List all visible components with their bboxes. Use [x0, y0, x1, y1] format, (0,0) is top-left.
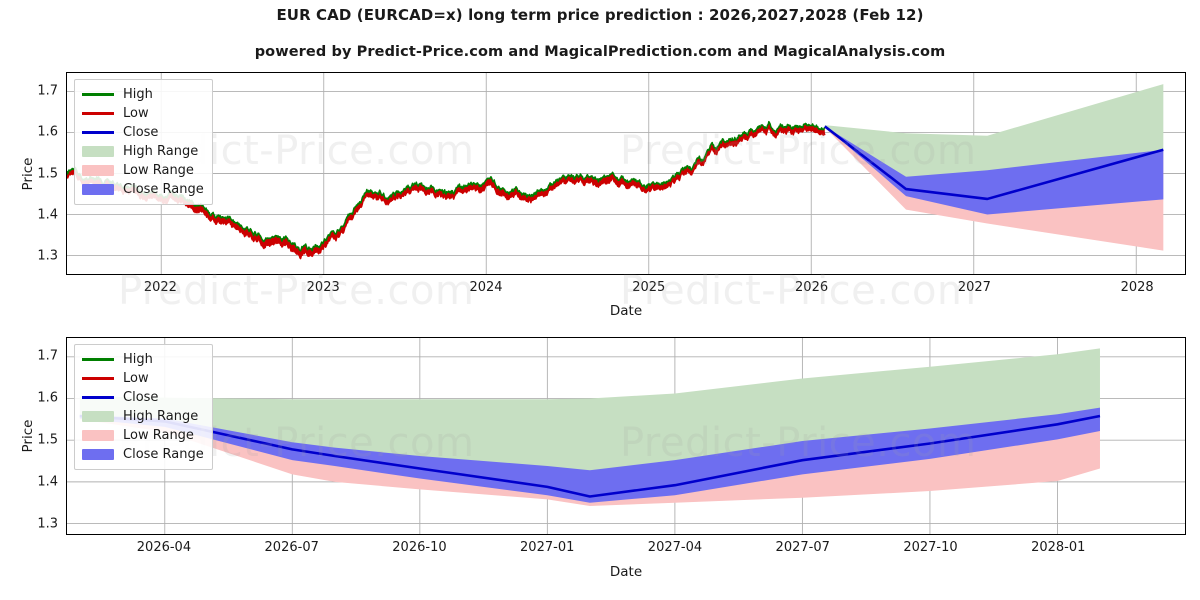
chart-bottom-y-axis-title: Price: [20, 419, 36, 453]
y-tick-label: 1.6: [37, 390, 58, 406]
y-tick-label: 1.6: [37, 124, 58, 140]
chart-top-legend-item: Low: [82, 104, 204, 123]
x-tick-label: 2028-01: [1031, 540, 1086, 555]
legend-item-label: Low: [123, 371, 149, 386]
legend-swatch-icon: [82, 430, 114, 441]
low-range-band: [79, 417, 1100, 507]
x-tick-label: 2025: [632, 280, 666, 295]
chart-bottom-x-ticks: 2026-04 2026-07 2026-10 2027-01 2027-04 2027-…: [66, 540, 1186, 562]
x-tick-label: 2027: [957, 280, 991, 295]
chart-bottom-legend-item: Close Range: [82, 445, 204, 464]
chart-bottom-legend-item: Low: [82, 369, 204, 388]
chart-top-canvas: [67, 73, 1185, 274]
y-tick-label: 1.7: [37, 83, 58, 99]
chart-top-legend-item: Close: [82, 123, 204, 142]
chart-bottom-legend-item: High Range: [82, 407, 204, 426]
legend-item-label: Low: [123, 106, 149, 121]
chart-top-y-ticks: 1.3 1.4 1.5 1.6 1.7: [4, 72, 58, 275]
chart-bottom-y-ticks: 1.3 1.4 1.5 1.6 1.7: [4, 337, 58, 535]
legend-swatch-icon: [82, 146, 114, 157]
history-ohlc-body: [67, 121, 825, 259]
legend-swatch-icon: [82, 88, 114, 101]
y-tick-label: 1.3: [37, 516, 58, 532]
x-tick-label: 2022: [143, 280, 177, 295]
y-tick-label: 1.4: [37, 207, 58, 223]
chart-bottom-legend-item: High: [82, 350, 204, 369]
x-tick-label: 2027-10: [903, 540, 958, 555]
y-tick-label: 1.7: [37, 348, 58, 364]
legend-item-label: Close Range: [123, 447, 204, 462]
x-tick-label: 2024: [469, 280, 503, 295]
legend-item-label: High: [123, 352, 153, 367]
legend-item-label: Low Range: [123, 163, 194, 178]
legend-swatch-icon: [82, 411, 114, 422]
chart-top-legend-item: High: [82, 85, 204, 104]
x-tick-label: 2026: [795, 280, 829, 295]
chart-top-legend-item: Close Range: [82, 180, 204, 199]
x-tick-label: 2023: [306, 280, 340, 295]
y-tick-label: 1.4: [37, 474, 58, 490]
chart-bottom-legend-item: Close: [82, 388, 204, 407]
forecast-close-range-band: [824, 126, 1164, 215]
legend-item-label: Close Range: [123, 182, 204, 197]
legend-swatch-icon: [82, 107, 114, 120]
forecast-low-range-band: [824, 126, 1164, 251]
legend-item-label: Close: [123, 390, 159, 405]
y-tick-label: 1.3: [37, 248, 58, 264]
chart-bottom-canvas: [67, 338, 1185, 534]
x-tick-label: 2027-01: [520, 540, 575, 555]
chart-top-plot-area: [66, 72, 1186, 275]
y-tick-label: 1.5: [37, 166, 58, 181]
legend-swatch-icon: [82, 126, 114, 139]
x-tick-label: 2026-07: [264, 540, 319, 555]
chart-bottom-legend-item: Low Range: [82, 426, 204, 445]
chart-bottom-plot-area: [66, 337, 1186, 535]
x-tick-label: 2026-10: [392, 540, 447, 555]
legend-item-label: High Range: [123, 144, 199, 159]
chart-top-legend: High Low Close High Range Low Range Close Ran…: [74, 79, 213, 205]
legend-item-label: Close: [123, 125, 159, 140]
history-low-line: [67, 126, 826, 260]
page-title: EUR CAD (EURCAD=x) long term price predi…: [276, 6, 924, 24]
legend-swatch-icon: [82, 372, 114, 385]
page-subtitle: powered by Predict-Price.com and Magical…: [254, 44, 946, 60]
legend-swatch-icon: [82, 391, 114, 404]
legend-swatch-icon: [82, 184, 114, 195]
chart-bottom-legend: High Low Close High Range Low Range Close Ran…: [74, 344, 213, 470]
chart-top-x-ticks: 2022 2023 2024 2025 2026 2027 2028: [66, 280, 1186, 302]
chart-top-legend-item: Low Range: [82, 161, 204, 180]
legend-swatch-icon: [82, 449, 114, 460]
close-range-band: [79, 407, 1100, 503]
chart-top-y-axis-title: Price: [20, 157, 36, 191]
chart-top-x-axis-title: Date: [609, 303, 643, 319]
x-tick-label: 2027-04: [647, 540, 703, 555]
legend-swatch-icon: [82, 165, 114, 176]
chart-bottom-x-axis-title: Date: [609, 564, 643, 580]
close-line: [79, 414, 1101, 498]
x-tick-label: 2026-04: [136, 540, 192, 555]
chart-top-legend-item: High Range: [82, 142, 204, 161]
high-range-band: [79, 348, 1100, 497]
legend-item-label: High: [123, 87, 153, 102]
legend-item-label: High Range: [123, 409, 199, 424]
x-tick-label: 2028: [1120, 280, 1154, 295]
legend-swatch-icon: [82, 353, 114, 366]
x-tick-label: 2027-07: [775, 540, 830, 555]
legend-item-label: Low Range: [123, 428, 194, 443]
y-tick-label: 1.5: [37, 432, 58, 448]
forecast-close-line: [823, 125, 1164, 201]
